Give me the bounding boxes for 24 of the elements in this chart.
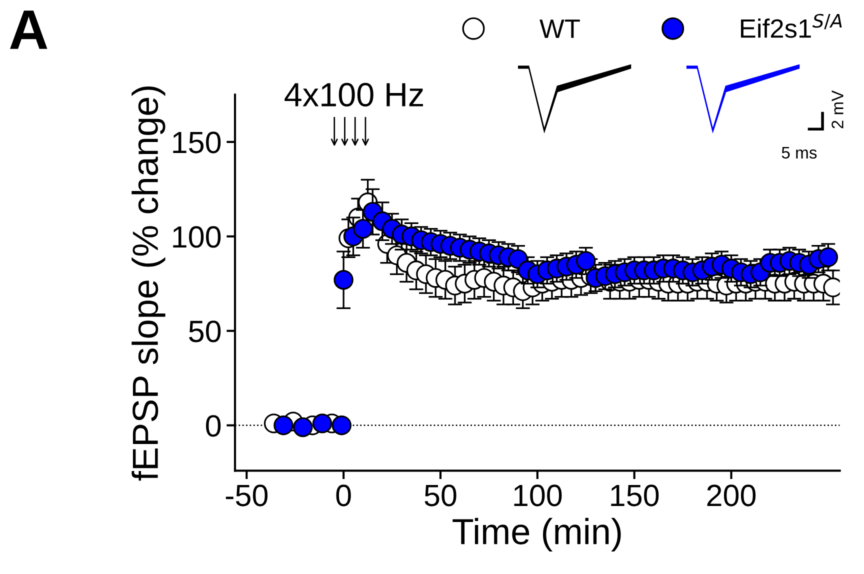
x-tick-label: 0 <box>336 484 351 506</box>
x-tick-label: 150 <box>611 484 659 506</box>
annotation: 4x100 Hz <box>284 82 423 107</box>
y-tick-label: 150 <box>173 132 221 154</box>
x-axis-title: Time (min) <box>452 518 621 552</box>
point <box>274 415 294 436</box>
point <box>353 218 373 239</box>
y-tick-label: 50 <box>189 320 221 342</box>
x-tick-label: 50 <box>424 484 456 506</box>
point <box>312 414 332 434</box>
point <box>332 415 352 436</box>
x-tick-label: 100 <box>514 484 562 506</box>
x-tick-label: 200 <box>707 484 756 506</box>
point <box>292 417 313 438</box>
annotation: 5 ms <box>782 146 817 159</box>
text: A <box>10 10 48 49</box>
annotation: 2 mV <box>832 90 844 128</box>
point <box>334 270 354 290</box>
legend-label: WT <box>540 20 580 38</box>
legend-label: Eif2s1$^{S/A}$ <box>740 14 842 38</box>
y-axis-title: fEPSP slope (% change) <box>132 86 166 481</box>
y-tick-label: 100 <box>173 226 221 248</box>
x-tick-label: -50 <box>226 484 268 506</box>
y-tick-label: 0 <box>206 415 221 437</box>
